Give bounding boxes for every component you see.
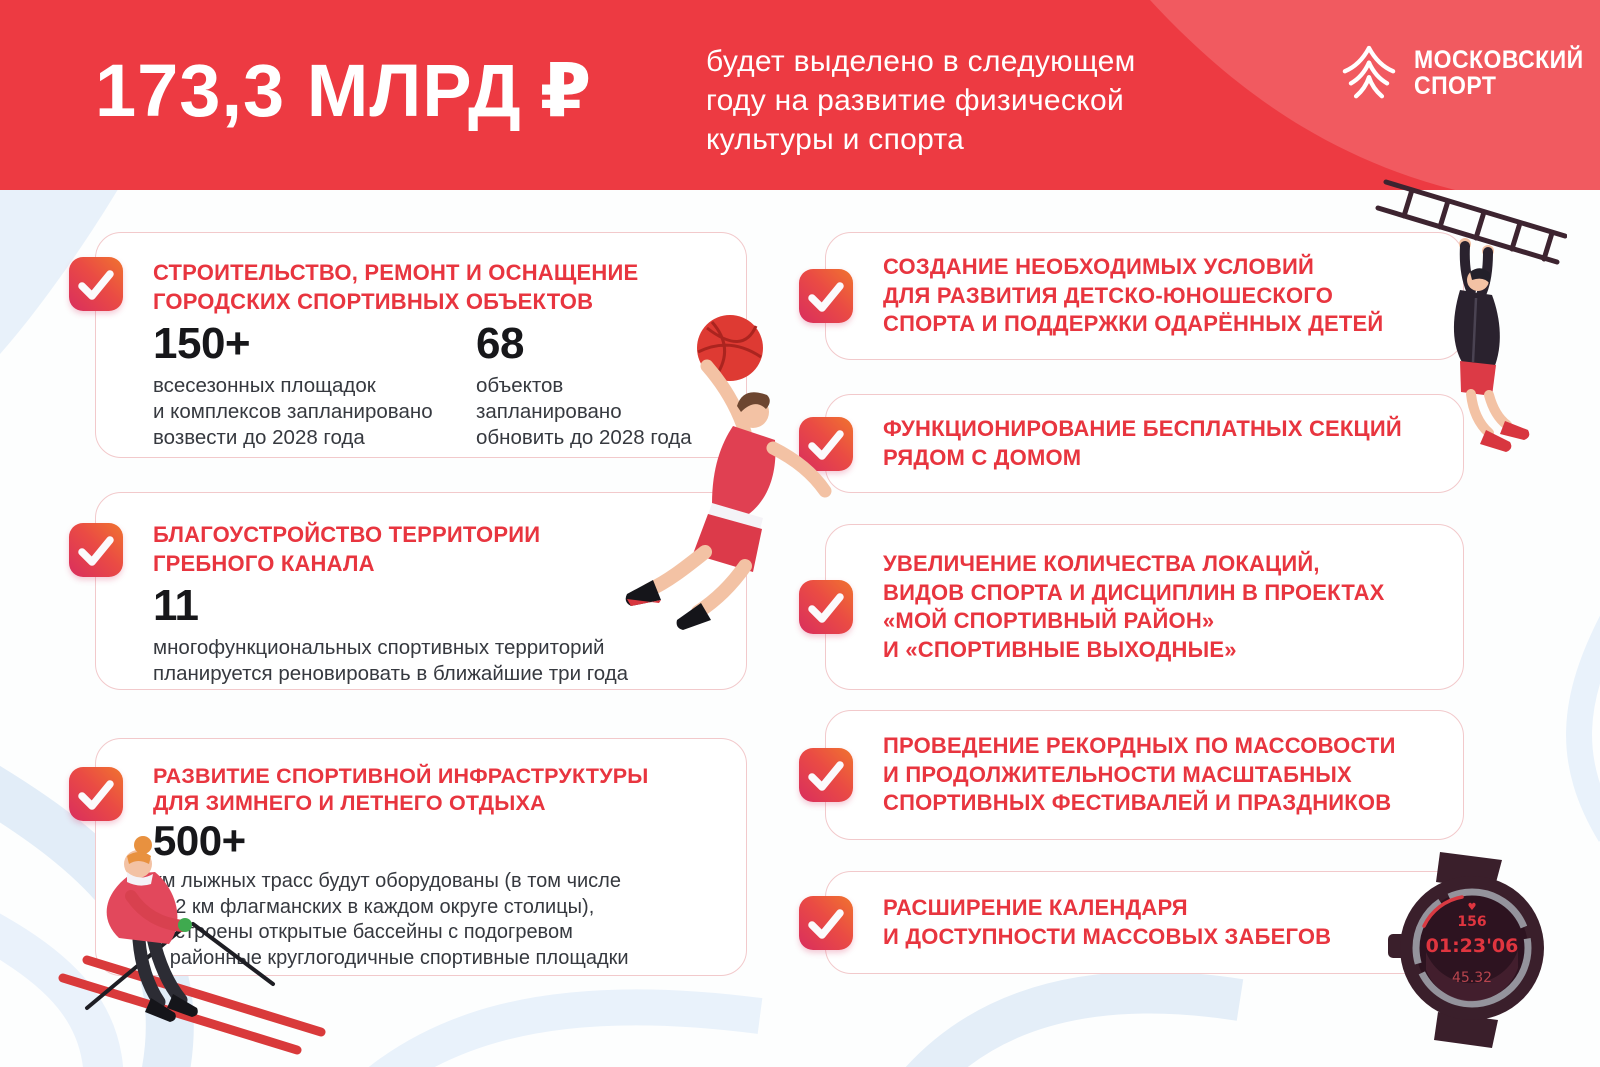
checkmark-glyph-icon — [78, 536, 114, 566]
checkmark-glyph-icon — [808, 429, 844, 460]
check-icon — [799, 748, 853, 802]
ribbon-top-left — [0, 186, 120, 354]
card-title: РАЗВИТИЕ СПОРТИВНОЙ ИНФРАСТРУКТУРЫ ДЛЯ З… — [153, 764, 649, 815]
card-free-sections: ФУНКЦИОНИРОВАНИЕ БЕСПЛАТНЫХ СЕКЦИЙ РЯДОМ… — [799, 394, 1464, 493]
check-icon — [69, 257, 123, 311]
card-rowing-canal: БЛАГОУСТРОЙСТВО ТЕРРИТОРИИ ГРЕБНОГО КАНА… — [69, 492, 747, 690]
budget-amount: 173,3 МЛРД ₽ — [95, 48, 592, 134]
card-title: БЛАГОУСТРОЙСТВО ТЕРРИТОРИИ ГРЕБНОГО КАНА… — [153, 522, 541, 576]
stat-value: 68 — [476, 319, 524, 368]
stat-text: многофункциональных спортивных территори… — [153, 636, 629, 685]
checkmark-glyph-icon — [808, 761, 844, 791]
check-icon — [799, 580, 853, 634]
budget-amount-number: 173,3 МЛРД — [95, 49, 522, 132]
check-icon — [69, 767, 123, 821]
stat-text: всесезонных площадок и комплексов заплан… — [153, 374, 433, 449]
card-locations-increase: УВЕЛИЧЕНИЕ КОЛИЧЕСТВА ЛОКАЦИЙ, ВИДОВ СПО… — [799, 524, 1464, 690]
stat-renovated-objects: 68 объектов запланировано обновить до 20… — [476, 321, 731, 451]
stat-value: 150+ — [153, 319, 251, 368]
ribbon-bottom-center-1 — [368, 989, 763, 1067]
header-diagonal-shape — [1150, 0, 1600, 190]
header-band — [0, 0, 1600, 190]
budget-subtitle: будет выделено в следующем году на разви… — [706, 45, 1136, 156]
stat-text: объектов запланировано обновить до 2028 … — [476, 374, 692, 449]
card-construction: СТРОИТЕЛЬСТВО, РЕМОНТ И ОСНАЩЕНИЕ ГОРОДС… — [69, 232, 747, 458]
card-title: УВЕЛИЧЕНИЕ КОЛИЧЕСТВА ЛОКАЦИЙ, ВИДОВ СПО… — [883, 551, 1385, 662]
card-title: ФУНКЦИОНИРОВАНИЕ БЕСПЛАТНЫХ СЕКЦИЙ РЯДОМ… — [883, 416, 1402, 470]
stat-territories: 11 многофункциональных спортивных террит… — [153, 583, 713, 687]
card-festivals: ПРОВЕДЕНИЕ РЕКОРДНЫХ ПО МАССОВОСТИ И ПРО… — [799, 710, 1464, 840]
card-title: СОЗДАНИЕ НЕОБХОДИМЫХ УСЛОВИЙ ДЛЯ РАЗВИТИ… — [883, 254, 1384, 337]
moscow-sport-logo: МОСКОВСКИЙ СПОРТ — [1338, 40, 1598, 106]
checkmark-glyph-icon — [808, 282, 844, 312]
ribbon-right-edge — [1566, 615, 1600, 842]
card-title: РАСШИРЕНИЕ КАЛЕНДАРЯ И ДОСТУПНОСТИ МАССО… — [883, 895, 1332, 949]
moscow-sport-logo-text: МОСКОВСКИЙ СПОРТ — [1414, 47, 1584, 99]
logo-line-2: СПОРТ — [1414, 72, 1497, 100]
ribbon-bottom-left-2 — [0, 913, 124, 1067]
card-winter-summer-infrastructure: РАЗВИТИЕ СПОРТИВНОЙ ИНФРАСТРУКТУРЫ ДЛЯ З… — [69, 738, 747, 976]
checkmark-glyph-icon — [78, 780, 114, 810]
checkmark-glyph-icon — [808, 593, 844, 623]
stat-value: 500+ — [153, 817, 246, 864]
stat-text: км лыжных трасс будут оборудованы (в том… — [153, 870, 629, 969]
stat-allseason-grounds: 150+ всесезонных площадок и комплексов з… — [153, 321, 463, 451]
card-mass-runs-calendar: РАСШИРЕНИЕ КАЛЕНДАРЯ И ДОСТУПНОСТИ МАССО… — [799, 871, 1464, 974]
check-icon — [799, 895, 853, 950]
check-icon — [69, 523, 123, 577]
stat-value: 11 — [153, 581, 199, 630]
check-icon — [799, 269, 853, 323]
ruble-sign: ₽ — [539, 48, 593, 134]
card-youth-sport-conditions: СОЗДАНИЕ НЕОБХОДИМЫХ УСЛОВИЙ ДЛЯ РАЗВИТИ… — [799, 232, 1464, 360]
checkmark-glyph-icon — [78, 270, 114, 300]
stat-ski-tracks: 500+ км лыжных трасс будут оборудованы (… — [153, 819, 723, 971]
check-icon — [799, 416, 853, 471]
moscow-sport-emblem-icon — [1342, 45, 1396, 99]
logo-line-1: МОСКОВСКИЙ — [1414, 46, 1584, 74]
checkmark-glyph-icon — [808, 908, 844, 939]
card-title: ПРОВЕДЕНИЕ РЕКОРДНЫХ ПО МАССОВОСТИ И ПРО… — [883, 733, 1396, 816]
ribbon-bottom-center-2 — [905, 971, 1244, 1067]
card-title: СТРОИТЕЛЬСТВО, РЕМОНТ И ОСНАЩЕНИЕ ГОРОДС… — [153, 260, 639, 314]
